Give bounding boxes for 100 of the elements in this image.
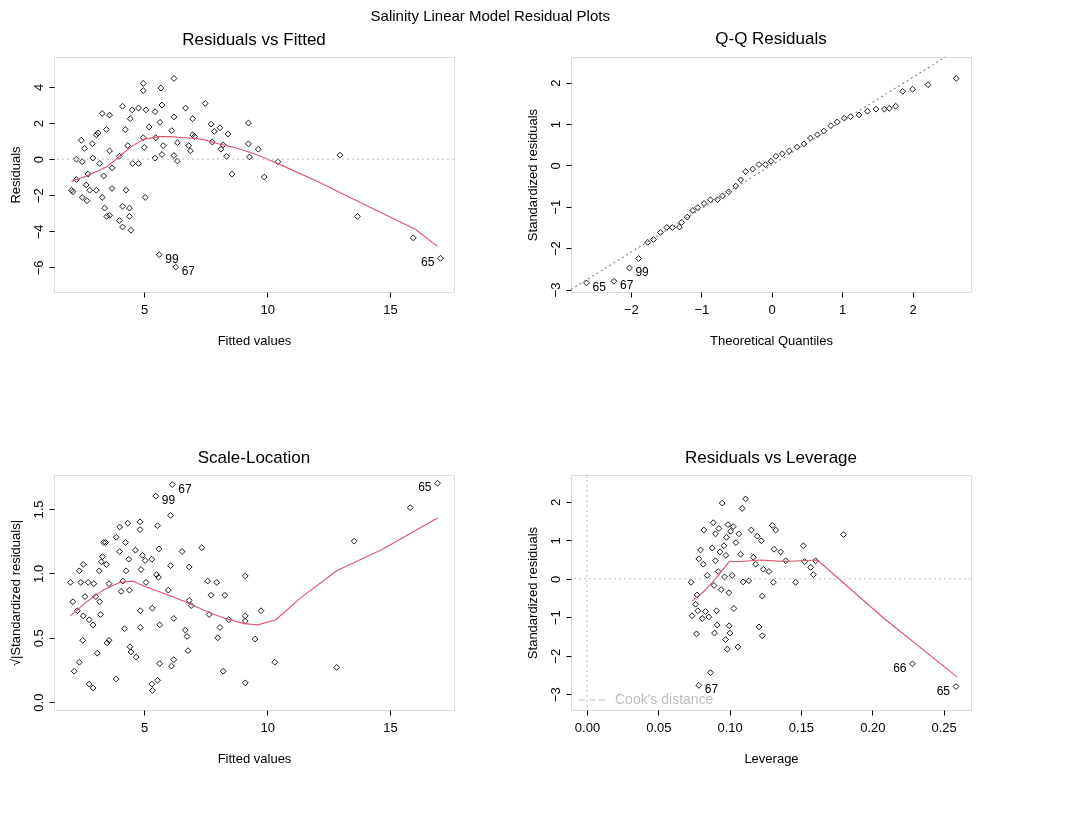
x-tick-label: 0.15 — [788, 719, 815, 735]
point — [725, 188, 733, 196]
point — [663, 224, 671, 231]
y-tick-label: 1.5 — [30, 500, 46, 519]
point — [714, 196, 721, 204]
annotation: 65 — [936, 683, 951, 698]
y-axis-title: Standardized residuals — [524, 108, 540, 242]
point — [657, 229, 664, 236]
point — [833, 118, 841, 126]
y-tick-label: −2 — [547, 648, 563, 664]
point — [909, 85, 916, 93]
y-tick-label: −3 — [547, 282, 563, 298]
x-tick-label: 5 — [141, 719, 149, 735]
chart-title: Residuals vs Fitted — [182, 30, 326, 49]
point — [772, 152, 780, 160]
point — [840, 114, 848, 122]
annotation: 99 — [161, 493, 176, 508]
text: Salinity Linear Model Residual Plots — [370, 6, 610, 24]
y-tick-label: −2 — [30, 188, 46, 204]
point — [881, 105, 888, 113]
point — [767, 157, 775, 165]
x-tick-label: 15 — [383, 301, 398, 317]
point — [719, 192, 726, 200]
y-tick-label: 1 — [547, 120, 563, 129]
y-tick-label: −4 — [30, 224, 46, 240]
point — [732, 182, 740, 190]
y-axis-title: Standardized residuals — [524, 526, 540, 660]
point — [864, 107, 871, 115]
y-tick-label: 0 — [547, 575, 563, 583]
chart-title: Scale-Location — [197, 448, 311, 467]
x-tick-label: 0 — [768, 301, 776, 317]
point — [689, 207, 697, 214]
point — [676, 223, 683, 231]
point — [683, 213, 691, 221]
y-tick-label: 2 — [547, 79, 563, 87]
point — [749, 165, 757, 173]
y-tick-label: 1 — [547, 537, 563, 545]
annotation: 65 — [592, 279, 607, 294]
point — [807, 134, 814, 142]
x-axis-title: Theoretical Quantiles — [710, 332, 834, 348]
point — [635, 255, 642, 262]
point — [793, 143, 801, 151]
annotation: 99 — [165, 251, 179, 266]
annotation: 99 — [635, 265, 650, 279]
point — [700, 200, 708, 207]
point — [785, 147, 793, 155]
point — [583, 279, 590, 287]
point — [742, 168, 750, 175]
annotation: 66 — [893, 660, 907, 675]
line-series — [691, 559, 958, 678]
point — [650, 236, 657, 243]
x-tick-label: 5 — [141, 301, 149, 317]
point — [778, 150, 786, 158]
annotation: 65 — [418, 480, 432, 495]
y-tick-label: 0.0 — [30, 693, 46, 712]
chart-title: Q-Q Residuals — [715, 29, 827, 49]
x-tick-label: −1 — [694, 301, 710, 317]
point — [755, 161, 763, 168]
annotation: 65 — [421, 255, 435, 270]
y-tick-label: 2 — [30, 119, 46, 128]
point — [762, 161, 769, 168]
annotation: 67 — [704, 682, 719, 697]
point — [610, 277, 618, 285]
x-tick-label: 1 — [839, 301, 847, 317]
y-tick-label: −1 — [547, 610, 563, 626]
y-tick-label: −1 — [547, 199, 563, 215]
point — [678, 219, 685, 226]
point — [952, 75, 960, 82]
x-tick-label: 15 — [383, 719, 398, 735]
y-tick-label: −2 — [547, 241, 563, 257]
y-tick-label: −3 — [547, 687, 563, 703]
point — [872, 105, 880, 113]
x-tick-label: 0.20 — [860, 719, 886, 735]
line-series — [70, 136, 439, 247]
point — [885, 104, 893, 112]
point — [827, 122, 835, 130]
annotation: 67 — [178, 481, 192, 496]
point — [669, 224, 676, 231]
x-tick-label: 0.10 — [717, 719, 743, 735]
x-tick-label: 0.00 — [574, 719, 601, 735]
y-axis-title: Residuals — [7, 145, 23, 204]
y-tick-label: −6 — [30, 260, 46, 276]
chart-title: Residuals vs Leverage — [685, 447, 857, 467]
point — [694, 204, 702, 211]
y-tick-label: 2 — [547, 498, 563, 507]
point — [707, 196, 714, 204]
annotation: 67 — [181, 264, 196, 279]
point — [892, 102, 900, 110]
y-tick-label: 4 — [30, 83, 46, 92]
y-tick-label: 0 — [30, 156, 46, 164]
point — [737, 176, 745, 184]
x-tick-label: 2 — [909, 301, 917, 317]
x-axis-title: Leverage — [744, 750, 799, 766]
line-series — [69, 517, 439, 626]
x-tick-label: 0.25 — [931, 719, 957, 735]
y-tick-label: 0 — [547, 162, 563, 170]
x-tick-label: −2 — [623, 301, 639, 317]
x-tick-label: 0.05 — [646, 719, 672, 735]
point — [847, 113, 854, 120]
point — [814, 131, 821, 139]
